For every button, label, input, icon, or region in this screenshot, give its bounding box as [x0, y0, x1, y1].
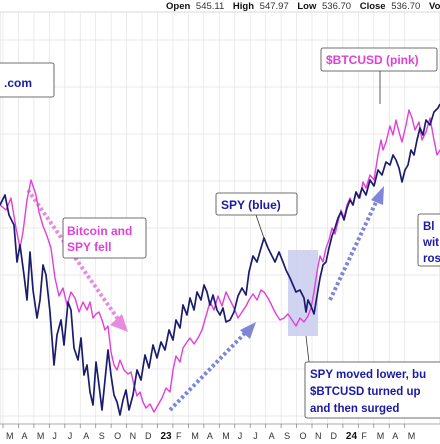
x-tick-label: A: [207, 431, 213, 441]
trend-arrows: [26, 186, 384, 412]
btc-series-line: [0, 109, 440, 413]
x-tick-label: O: [114, 431, 121, 441]
spy-label-connector: [255, 214, 267, 245]
x-tick-label: A: [392, 431, 398, 441]
btc-label: $BTCUSD (pink): [326, 53, 419, 67]
moved-lower-line2: $BTCUSD turned up: [310, 386, 421, 398]
ohlc-close-key: Close: [360, 1, 386, 12]
right-note-line1: Bl: [423, 221, 435, 233]
x-tick-label: N: [315, 431, 322, 441]
x-tick-label: F: [361, 431, 367, 441]
x-tick-label: M: [6, 431, 14, 441]
bitcoin-fell-line1: Bitcoin and: [67, 224, 132, 238]
x-tick-label: D: [145, 431, 152, 441]
x-tick-label: D: [330, 431, 337, 441]
moved-lower-box: [304, 361, 440, 419]
annotation-boxes: .com $BTCUSD (pink) Bitcoin and SPY fell…: [0, 47, 440, 419]
ohlc-high-value: 547.97: [260, 1, 289, 12]
bitcoin-fell-line2: SPY fell: [67, 240, 111, 254]
x-tick-label: M: [377, 431, 385, 441]
right-note-box: [417, 213, 440, 267]
btc-surge-arrow-line: [328, 197, 380, 301]
annotation-connectors: [255, 71, 381, 363]
source-label-box: [0, 62, 55, 98]
right-note-line3: ros: [423, 253, 440, 265]
x-tick-label-year: 23: [161, 431, 173, 442]
x-tick-label: J: [238, 431, 243, 441]
ohlc-low-key: Low: [297, 1, 317, 12]
ohlc-open-key: Open: [166, 1, 190, 12]
source-label: .com: [4, 76, 32, 90]
right-note-line2: wit: [422, 237, 439, 249]
moved-lower-connector: [305, 335, 310, 363]
ohlc-high-key: High: [233, 1, 254, 12]
ohlc-volume-key: Volu: [429, 1, 440, 12]
spy-rise-arrow-line: [168, 328, 250, 412]
ohlc-header: Open 545.11 High 547.97 Low 536.70 Close…: [166, 1, 440, 12]
moved-lower-line1: SPY moved lower, bu: [310, 369, 426, 381]
bitcoin-fell-box: [62, 217, 147, 259]
x-tick-label: N: [130, 431, 137, 441]
bitcoin-fall-arrowhead: [110, 314, 128, 332]
spy-rise-arrowhead: [240, 322, 256, 339]
series-layer: [0, 103, 440, 416]
btc-surge-arrowhead: [371, 186, 384, 205]
x-axis-ticks: M A M J J A S O N D 23 F M A M J J A S O N D 24 F M A M: [2, 424, 416, 442]
ohlc-open-value: 545.11: [196, 1, 224, 12]
x-tick-label-year: 24: [346, 431, 358, 442]
grid-lines: [0, 12, 440, 424]
moved-lower-line3: and then surged: [310, 403, 399, 415]
x-tick-label: A: [83, 431, 89, 441]
x-tick-label: M: [191, 431, 199, 441]
x-tick-label: A: [269, 431, 275, 441]
ohlc-close-value: 536.70: [391, 1, 420, 12]
spy-series-line: [0, 103, 440, 416]
bitcoin-fall-arrow-line: [26, 188, 122, 324]
x-tick-label: M: [222, 431, 230, 441]
x-tick-label: J: [52, 431, 57, 441]
x-tick-label: S: [99, 431, 105, 441]
x-tick-label: J: [253, 431, 258, 441]
btc-label-box: [320, 47, 438, 72]
x-tick-label: M: [37, 431, 45, 441]
x-tick-label: S: [284, 431, 290, 441]
x-tick-label: A: [21, 431, 27, 441]
x-tick-label: O: [300, 431, 307, 441]
spy-label: SPY (blue): [221, 198, 281, 212]
x-tick-label: J: [68, 431, 73, 441]
spy-label-box: [215, 192, 298, 216]
x-tick-label: F: [176, 431, 182, 441]
ohlc-low-value: 536.70: [322, 1, 351, 12]
x-tick-label: M: [408, 431, 416, 441]
